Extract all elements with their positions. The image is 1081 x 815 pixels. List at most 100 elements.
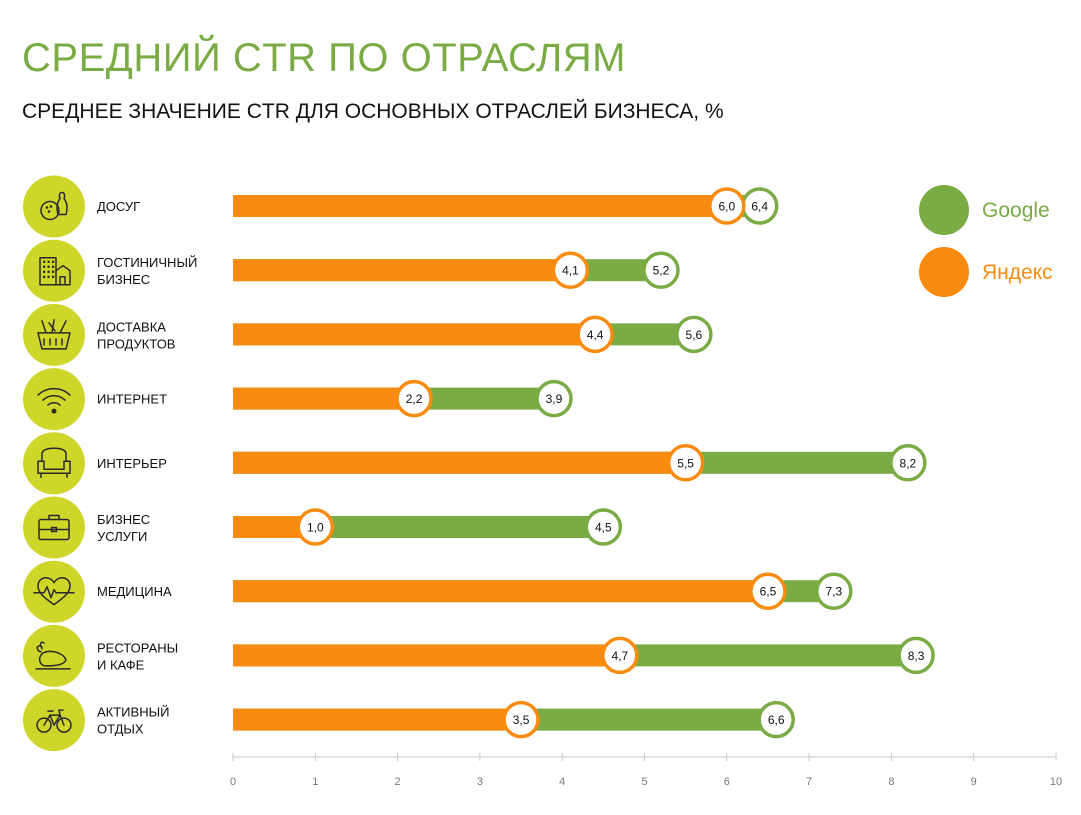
- google-value-label: 3,9: [546, 392, 563, 406]
- google-value-label: 5,6: [686, 328, 703, 342]
- yandex-bar: [233, 259, 571, 282]
- yandex-bar: [233, 387, 415, 410]
- google-value-marker: [675, 315, 713, 354]
- chart-title: СРЕДНИЙ CTR ПО ОТРАСЛЯМ: [22, 36, 626, 80]
- yandex-value-marker: [601, 636, 639, 675]
- armchair-icon: [37, 447, 71, 479]
- category-row: ДОСУГ 6,4 6,0: [23, 175, 779, 238]
- legend-label: Google: [982, 199, 1050, 222]
- yandex-bar: [233, 323, 596, 346]
- briefcase-icon: [38, 514, 70, 541]
- x-tick-label: 6: [724, 776, 730, 788]
- x-axis: 0 1 2 3 4 5 6 7 8 9 10: [230, 753, 1062, 788]
- icon-circle: [23, 175, 85, 238]
- icon-circle: [23, 432, 85, 495]
- google-value-marker: [584, 508, 623, 546]
- icon-circle: [23, 303, 85, 366]
- category-label: ДОСТАВКА ПРОДУКТОВ: [97, 319, 175, 351]
- wifi-icon: [37, 387, 71, 414]
- yandex-value-label: 4,7: [611, 649, 628, 663]
- google-value-marker: [897, 636, 935, 675]
- yandex-value-label: 6,0: [718, 200, 735, 214]
- category-label: ДОСУГ: [97, 199, 140, 214]
- yandex-value-marker: [296, 508, 335, 546]
- chart-subtitle: СРЕДНЕЕ ЗНАЧЕНИЕ CTR ДЛЯ ОСНОВНЫХ ОТРАСЛ…: [22, 100, 724, 123]
- category-label-line: ИНТЕРНЕТ: [97, 392, 167, 407]
- yandex-value-marker: [395, 379, 433, 418]
- yandex-value-label: 3,5: [513, 713, 530, 727]
- category-label: ИНТЕРНЕТ: [97, 392, 167, 407]
- x-tick-label: 0: [230, 776, 236, 788]
- category-icon: [23, 175, 85, 238]
- x-tick-label: 3: [477, 776, 483, 788]
- category-row: МЕДИЦИНА 7,3 6,5: [23, 560, 853, 623]
- category-label-line: ДОСУГ: [97, 199, 140, 214]
- yandex-value-marker: [666, 444, 705, 482]
- legend-swatch: [919, 185, 969, 235]
- google-value-label: 4,5: [595, 521, 612, 535]
- yandex-value-label: 2,2: [406, 392, 423, 406]
- category-label-line: БИЗНЕС: [97, 272, 150, 287]
- yandex-value-label: 6,5: [760, 585, 777, 599]
- yandex-value-label: 4,1: [562, 264, 579, 278]
- legend-item-google: Google: [919, 185, 1050, 235]
- category-label: ГОСТИНИЧНЫЙ БИЗНЕС: [97, 255, 197, 287]
- x-tick-label: 4: [559, 776, 565, 788]
- legend-label: Яндекс: [982, 261, 1053, 284]
- google-value-label: 6,6: [768, 713, 785, 727]
- category-icon: [23, 624, 85, 687]
- category-icon: [23, 496, 85, 559]
- yandex-value-marker: [708, 187, 746, 225]
- category-label-line: МЕДИЦИНА: [97, 584, 172, 599]
- legend-swatch: [919, 247, 969, 297]
- legend-item-yandex: Яндекс: [919, 247, 1053, 297]
- yandex-value-marker: [749, 572, 787, 610]
- icon-circle: [23, 368, 85, 431]
- category-row: ИНТЕРЬЕР 8,2 5,5: [23, 432, 927, 495]
- yandex-value-marker: [576, 315, 614, 354]
- category-icon: [23, 689, 85, 752]
- category-label: БИЗНЕС УСЛУГИ: [97, 512, 150, 544]
- yandex-bar: [233, 644, 620, 667]
- grocery-basket-icon: [37, 319, 71, 350]
- google-value-marker: [757, 700, 795, 739]
- google-value-label: 6,4: [751, 200, 768, 214]
- category-label-line: БИЗНЕС: [97, 512, 150, 527]
- x-tick-label: 9: [971, 776, 977, 788]
- yandex-value-marker: [502, 700, 540, 739]
- category-row: ГОСТИНИЧНЫЙ БИЗНЕС 5,2 4,1: [23, 239, 680, 302]
- google-value-marker: [535, 379, 573, 418]
- category-label-line: АКТИВНЫЙ: [97, 705, 169, 720]
- category-icon: [23, 239, 85, 302]
- category-row: ИНТЕРНЕТ 3,9 2,2: [23, 368, 573, 431]
- bowling-icon: [40, 191, 68, 221]
- category-icon: [23, 560, 85, 623]
- bicycle-icon: [36, 709, 72, 733]
- category-label-line: ИНТЕРЬЕР: [97, 456, 167, 471]
- category-label-line: УСЛУГИ: [97, 529, 147, 544]
- yandex-value-label: 1,0: [307, 521, 324, 535]
- category-label: РЕСТОРАНЫ И КАФЕ: [97, 640, 178, 672]
- google-value-label: 8,2: [900, 456, 917, 470]
- category-row: АКТИВНЫЙ ОТДЫХ 6,6 3,5: [23, 689, 795, 752]
- legend: Google Яндекс: [919, 185, 1053, 297]
- yandex-value-label: 5,5: [677, 456, 694, 470]
- category-row: ДОСТАВКА ПРОДУКТОВ 5,6 4,4: [23, 303, 713, 366]
- category-label: ИНТЕРЬЕР: [97, 456, 167, 471]
- x-tick-label: 5: [641, 776, 647, 788]
- category-icon: [23, 432, 85, 495]
- yandex-bar: [233, 195, 727, 217]
- x-tick-label: 1: [312, 776, 318, 788]
- category-label-line: ПРОДУКТОВ: [97, 336, 175, 351]
- category-label: МЕДИЦИНА: [97, 584, 172, 599]
- google-value-label: 8,3: [908, 649, 925, 663]
- category-label-line: РЕСТОРАНЫ: [97, 640, 178, 655]
- category-label-line: ДОСТАВКА: [97, 319, 166, 334]
- category-label-line: ГОСТИНИЧНЫЙ: [97, 255, 197, 270]
- category-label-line: ОТДЫХ: [97, 722, 144, 737]
- icon-circle: [23, 624, 85, 687]
- x-tick-label: 10: [1050, 776, 1062, 788]
- category-row: БИЗНЕС УСЛУГИ 4,5 1,0: [23, 496, 623, 559]
- x-tick-label: 2: [395, 776, 401, 788]
